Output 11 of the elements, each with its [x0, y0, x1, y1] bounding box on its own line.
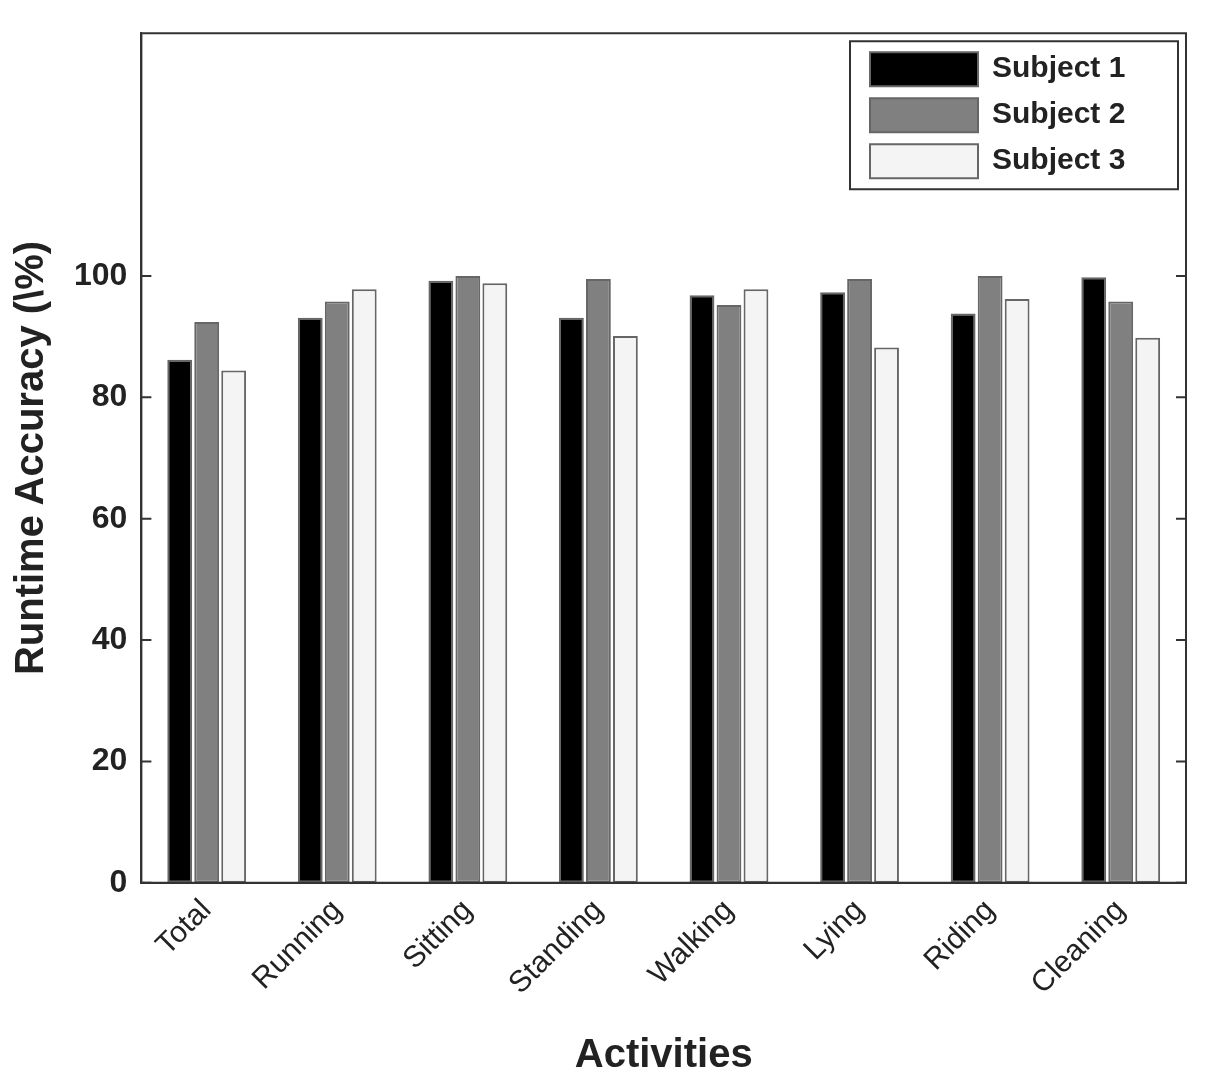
y-tick-label: 40 — [91, 619, 128, 656]
y-tick-label: 100 — [74, 255, 128, 292]
y-tick-label: 0 — [109, 862, 128, 899]
y-tick-label: 20 — [91, 741, 128, 778]
y-tick-label: 80 — [91, 377, 128, 414]
legend-label: Subject 1 — [992, 50, 1126, 84]
legend-label: Subject 3 — [992, 142, 1126, 176]
y-tick-label: 60 — [91, 498, 128, 535]
y-axis-title: Runtime Accuracy (\%) — [7, 240, 52, 676]
legend-label: Subject 2 — [992, 96, 1126, 130]
x-axis-title: Activities — [574, 1031, 753, 1076]
